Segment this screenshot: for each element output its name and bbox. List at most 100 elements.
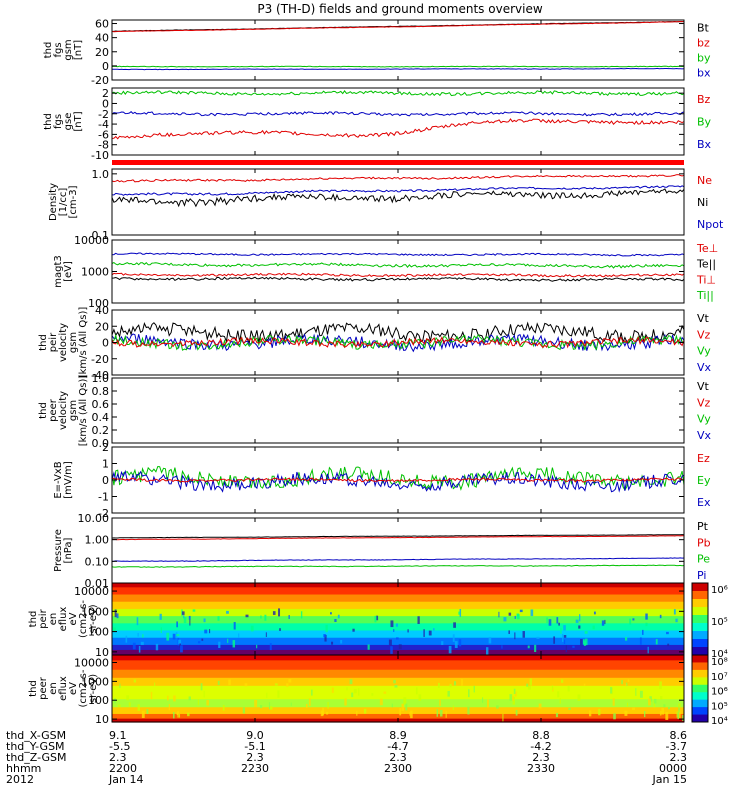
spectrogram-streak — [447, 690, 450, 697]
spectrogram-streak — [279, 628, 281, 631]
spectrogram-streak — [150, 691, 153, 700]
legend-entry: bx — [697, 67, 711, 80]
spectrogram-band — [112, 587, 684, 596]
spectrogram-streak — [268, 702, 271, 710]
spectrogram-streak — [192, 609, 196, 612]
spectrogram-streak — [172, 633, 176, 640]
spectrogram-streak — [604, 619, 606, 625]
spectrogram-streak — [568, 707, 571, 710]
series-line-npot — [112, 185, 685, 196]
y-tick-label: 40 — [95, 304, 109, 317]
series-line-bx — [111, 118, 685, 140]
legend-entry: Vx — [697, 429, 712, 442]
spectrogram-streak — [514, 615, 516, 619]
spectrogram-band — [112, 616, 684, 624]
spectrogram-streak — [629, 618, 632, 625]
x-axis-tick-value: 2230 — [241, 762, 269, 775]
y-axis-label-line: [eV] — [63, 261, 74, 282]
spectrogram-streak — [180, 645, 183, 653]
spectrogram-streak — [119, 683, 121, 688]
spectrogram-band — [112, 669, 684, 679]
spectrogram-band — [112, 644, 684, 651]
spectrogram-streak — [436, 709, 439, 717]
spectrogram-streak — [415, 687, 418, 695]
panel-peer_velocity: 0.00.20.40.60.81.0 thd peer velocity gsm [km/… — [38, 372, 712, 450]
spectrogram-streak — [417, 616, 420, 625]
colorbar-tick-label: 10⁴ — [711, 649, 728, 660]
y-tick-label: 100 — [88, 694, 109, 707]
spectrogram-streak — [203, 690, 205, 698]
y-axis-label-line: thd — [28, 611, 39, 628]
legend-entry: Vt — [697, 312, 710, 325]
y-axis-label-line: en — [48, 613, 59, 626]
y-axis-label-line: peir — [48, 332, 59, 352]
spectrogram-streak — [418, 694, 422, 701]
spectrogram-streak — [449, 683, 452, 688]
y-tick-label: 0.1 — [92, 229, 110, 242]
spectrogram-streak — [553, 636, 556, 644]
y-axis-label-line: sr-eV) — [88, 604, 99, 633]
spectrogram-streak — [665, 712, 669, 720]
spectrogram-streak — [551, 685, 554, 690]
legend-entry: Pt — [697, 520, 709, 533]
spectrogram-streak — [538, 703, 542, 709]
spectrogram-streak — [632, 707, 636, 710]
panel-peir_spec: 10⁴ 10⁵ 10⁶ 10 100 1000 10000 thd peir en eflux eV(… — [28, 582, 728, 660]
spectrogram-streak — [559, 698, 561, 704]
spectrogram-band — [112, 699, 684, 708]
spectrogram-streak — [326, 711, 329, 715]
spectrogram-streak — [677, 712, 679, 720]
y-axis-label-line: [nT] — [73, 40, 84, 60]
colorbar-segment — [692, 583, 708, 592]
x-axis-tick-value: 2.3 — [109, 751, 127, 764]
y-tick-label: 100 — [88, 626, 109, 639]
series-line-pb — [112, 535, 685, 541]
spectrogram-streak — [409, 711, 411, 716]
spectrogram-streak — [654, 698, 657, 704]
y-tick-label: 20 — [95, 46, 109, 59]
colorbar-tick-label: 10⁸ — [711, 657, 728, 668]
spectrogram-streak — [137, 632, 139, 637]
spectrogram-streak — [560, 679, 564, 683]
spectrogram-streak — [327, 701, 329, 709]
y-axis-label-line: (cm2-s- — [78, 669, 89, 707]
spectrogram-band — [112, 707, 684, 715]
legend-entry: Vt — [697, 380, 710, 393]
y-axis-label-line: [cm-3] — [68, 185, 79, 218]
spectrogram-streak — [512, 696, 516, 705]
spectrogram-streak — [410, 710, 413, 719]
y-tick-label: 0.0 — [92, 437, 110, 450]
y-tick-label: 1000 — [81, 605, 109, 618]
spectrogram-streak — [682, 715, 684, 721]
spectrogram-streak — [473, 685, 475, 693]
spectrogram-streak — [423, 629, 425, 637]
spectrogram-streak — [405, 703, 408, 711]
y-tick-label: 40 — [95, 32, 109, 45]
spectrogram-streak — [583, 683, 586, 686]
y-tick-label: 1.0 — [92, 168, 110, 181]
colorbar-segment — [692, 631, 708, 640]
spectrogram-streak — [274, 683, 278, 686]
spectrogram-streak — [337, 614, 340, 619]
y-tick-label: 10 — [95, 646, 109, 659]
y-tick-label: 60 — [95, 18, 109, 31]
y-tick-label: -8 — [98, 139, 109, 152]
spectrogram-streak — [394, 685, 398, 688]
spectrogram-streak — [659, 710, 662, 716]
y-axis-label-line: fgs — [53, 114, 64, 129]
x-axis-tick-value: 2.3 — [532, 751, 550, 764]
spectrogram-streak — [176, 621, 178, 628]
y-axis-label-line: gsm — [68, 332, 79, 353]
colorbar-segment — [692, 623, 708, 632]
spectrogram-streak — [567, 685, 570, 692]
spectrogram-streak — [166, 632, 170, 641]
x-axis-labels: thd_X-GSMthd_Y-GSMthd_Z-GSMhhmm20129.1-5… — [6, 729, 687, 786]
spectrogram-streak — [625, 682, 628, 687]
y-tick-label: 10000 — [74, 234, 109, 247]
colorbar-tick-label: 10⁴ — [711, 716, 728, 727]
legend-entry: Pe — [697, 553, 710, 566]
x-axis-row-label: thd_Y-GSM — [6, 740, 65, 753]
y-axis-label-line: eflux — [58, 607, 69, 632]
y-axis-label-line: [nT] — [73, 111, 84, 131]
